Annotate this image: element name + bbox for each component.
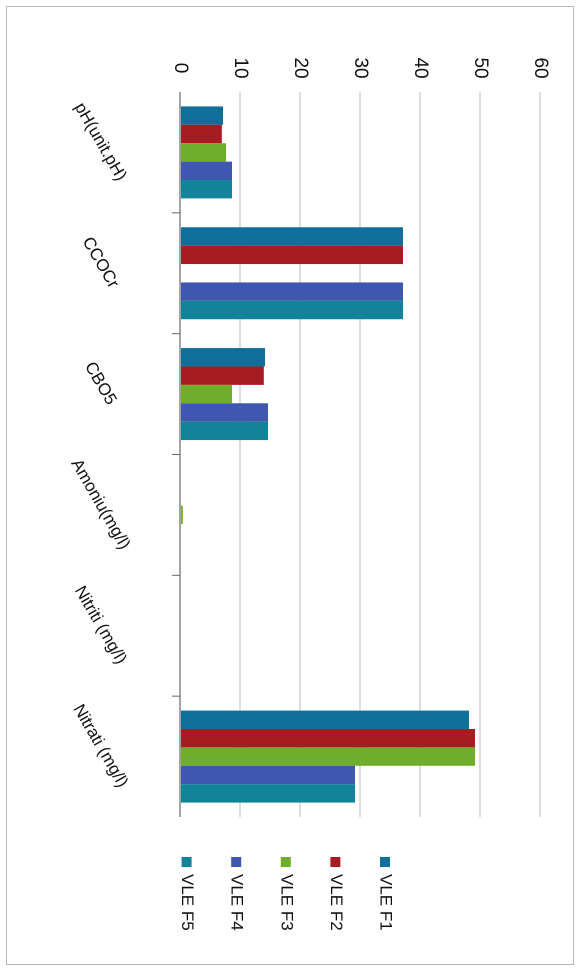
bar-vle-f2-0 bbox=[181, 124, 222, 144]
bar-vle-f5-5 bbox=[181, 784, 355, 803]
bar-vle-f2-1 bbox=[181, 245, 403, 265]
category-label-0: pH(unit.pH) bbox=[71, 99, 131, 184]
bar-vle-f3-2 bbox=[181, 384, 232, 404]
legend-label-0: VLE F1 bbox=[377, 874, 396, 931]
bar-vle-f1-5 bbox=[181, 710, 469, 729]
tick-label-20: 20 bbox=[290, 57, 311, 78]
bar-vle-f1-0 bbox=[181, 106, 223, 125]
tick-label-0: 0 bbox=[170, 63, 191, 74]
bar-vle-f3-5 bbox=[181, 747, 475, 766]
legend-marker-2 bbox=[280, 857, 291, 867]
legend-label-4: VLE F5 bbox=[178, 874, 197, 931]
tick-label-10: 10 bbox=[230, 57, 251, 78]
bar-vle-f5-2 bbox=[181, 421, 268, 441]
bar-vle-f5-1 bbox=[181, 300, 403, 320]
category-label-2: CBO5 bbox=[81, 358, 121, 408]
category-label-1: CCOCr bbox=[79, 233, 123, 291]
bar-vle-f4-2 bbox=[181, 403, 268, 422]
legend-marker-4 bbox=[181, 857, 192, 867]
bar-vle-f4-1 bbox=[181, 282, 403, 301]
bar-vle-f4-0 bbox=[181, 161, 232, 181]
bar-vle-f2-2 bbox=[181, 366, 264, 385]
category-label-4: Nitriti (mg/l) bbox=[71, 582, 131, 667]
legend-marker-1 bbox=[330, 857, 341, 867]
tick-label-50: 50 bbox=[470, 57, 491, 78]
bar-vle-f1-1 bbox=[181, 227, 403, 246]
bar-vle-f1-2 bbox=[181, 348, 265, 367]
bar-vle-f3-3 bbox=[181, 505, 183, 525]
bar-vle-f2-5 bbox=[181, 728, 475, 748]
legend-marker-3 bbox=[231, 857, 242, 867]
bar-vle-f5-0 bbox=[181, 180, 232, 199]
legend-marker-0 bbox=[380, 857, 390, 867]
bar-vle-f4-5 bbox=[181, 765, 355, 785]
tick-label-30: 30 bbox=[350, 57, 371, 78]
category-label-5: Nitrati (mg/l) bbox=[70, 701, 133, 791]
tick-label-60: 60 bbox=[530, 57, 551, 78]
legend-label-2: VLE F3 bbox=[277, 874, 296, 931]
legend-label-1: VLE F2 bbox=[327, 874, 346, 931]
category-label-3: Amoniu(mg/l) bbox=[67, 455, 134, 552]
bar-vle-f3-0 bbox=[181, 143, 226, 162]
legend-label-3: VLE F4 bbox=[228, 874, 247, 931]
chart-frame bbox=[6, 6, 574, 965]
tick-label-40: 40 bbox=[410, 57, 431, 78]
